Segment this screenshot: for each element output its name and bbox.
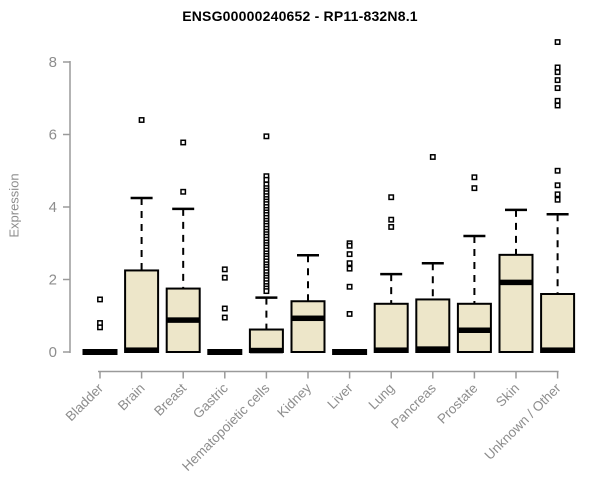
x-tick-label: Bladder bbox=[63, 380, 107, 424]
outlier-point bbox=[346, 310, 353, 317]
x-tick-label: Kidney bbox=[274, 380, 314, 420]
box-group-hematopoietic-cells bbox=[248, 133, 284, 354]
x-tick-label: Skin bbox=[493, 381, 522, 410]
median-line bbox=[457, 327, 491, 333]
outlier-point bbox=[221, 274, 228, 281]
x-tick-label: Pancreas bbox=[388, 380, 439, 431]
x-tick-label: Unknown / Other bbox=[481, 380, 564, 463]
median-line bbox=[166, 317, 200, 323]
outlier-point bbox=[221, 266, 228, 273]
box-group-brain bbox=[124, 117, 160, 353]
x-tick-label: Brain bbox=[115, 381, 148, 414]
median-line bbox=[249, 347, 283, 354]
outlier-point bbox=[180, 188, 187, 195]
outlier-point bbox=[221, 305, 228, 312]
outlier-point bbox=[346, 251, 353, 258]
x-tick-label: Gastric bbox=[190, 380, 231, 421]
outlier-point bbox=[138, 117, 145, 123]
x-tick-label: Liver bbox=[324, 380, 356, 412]
outlier-point bbox=[388, 216, 395, 223]
median-line bbox=[291, 315, 325, 322]
box-group-breast bbox=[165, 139, 201, 353]
outlier-point bbox=[346, 242, 353, 249]
outlier-point bbox=[554, 167, 561, 174]
outlier-point bbox=[554, 69, 561, 76]
outlier-point bbox=[471, 185, 478, 192]
y-tick-label: 6 bbox=[49, 127, 57, 144]
outlier-point bbox=[263, 176, 270, 183]
outlier-point bbox=[388, 223, 395, 230]
outlier-point bbox=[221, 314, 228, 321]
box-rect bbox=[498, 253, 534, 354]
outlier-point bbox=[554, 182, 561, 189]
outlier-point bbox=[263, 133, 270, 140]
box-group-prostate bbox=[456, 174, 492, 354]
box-group-unknown-other bbox=[540, 39, 576, 353]
collapsed-bar bbox=[207, 349, 243, 355]
median-line bbox=[416, 346, 450, 352]
box-group-skin bbox=[498, 208, 534, 354]
outlier-point bbox=[346, 283, 353, 290]
median-line bbox=[541, 347, 575, 353]
outlier-point bbox=[471, 174, 478, 181]
y-tick-label: 4 bbox=[49, 199, 57, 216]
outlier-point bbox=[554, 97, 561, 104]
y-tick-label: 0 bbox=[49, 344, 57, 361]
box-group-gastric bbox=[207, 266, 243, 355]
box-group-lung bbox=[373, 194, 409, 354]
outlier-point bbox=[554, 196, 561, 203]
median-line bbox=[125, 347, 159, 353]
outlier-point bbox=[554, 102, 561, 109]
box-rect bbox=[540, 293, 576, 353]
outlier-point bbox=[554, 85, 561, 92]
box-rect bbox=[415, 298, 451, 353]
x-tick-label: Lung bbox=[365, 381, 397, 413]
outlier-point bbox=[97, 296, 103, 303]
median-line bbox=[499, 279, 533, 286]
outlier-point bbox=[429, 154, 436, 160]
box-rect bbox=[290, 300, 326, 353]
outlier-point bbox=[180, 139, 187, 146]
box-group-bladder bbox=[82, 296, 118, 355]
outlier-point bbox=[263, 288, 270, 295]
box-group-liver bbox=[332, 240, 368, 355]
outlier-point bbox=[388, 194, 395, 201]
box-rect bbox=[124, 269, 160, 353]
box-group-pancreas bbox=[415, 154, 451, 353]
outlier-point bbox=[554, 191, 561, 198]
outlier-point bbox=[554, 77, 561, 84]
outlier-point bbox=[97, 324, 103, 331]
outlier-point bbox=[346, 265, 353, 272]
y-tick-label: 8 bbox=[49, 54, 57, 71]
collapsed-bar bbox=[332, 349, 368, 355]
outlier-point bbox=[346, 260, 353, 267]
outlier-point bbox=[554, 64, 561, 71]
outlier-point bbox=[554, 39, 561, 46]
y-tick-label: 2 bbox=[49, 272, 57, 289]
median-line bbox=[374, 347, 408, 353]
box-rect bbox=[373, 302, 409, 354]
x-tick-label: Breast bbox=[151, 380, 189, 418]
box-group-kidney bbox=[290, 253, 326, 353]
x-tick-label: Prostate bbox=[434, 381, 480, 427]
chart-title: ENSG00000240652 - RP11-832N8.1 bbox=[182, 8, 418, 24]
collapsed-bar bbox=[82, 349, 118, 355]
